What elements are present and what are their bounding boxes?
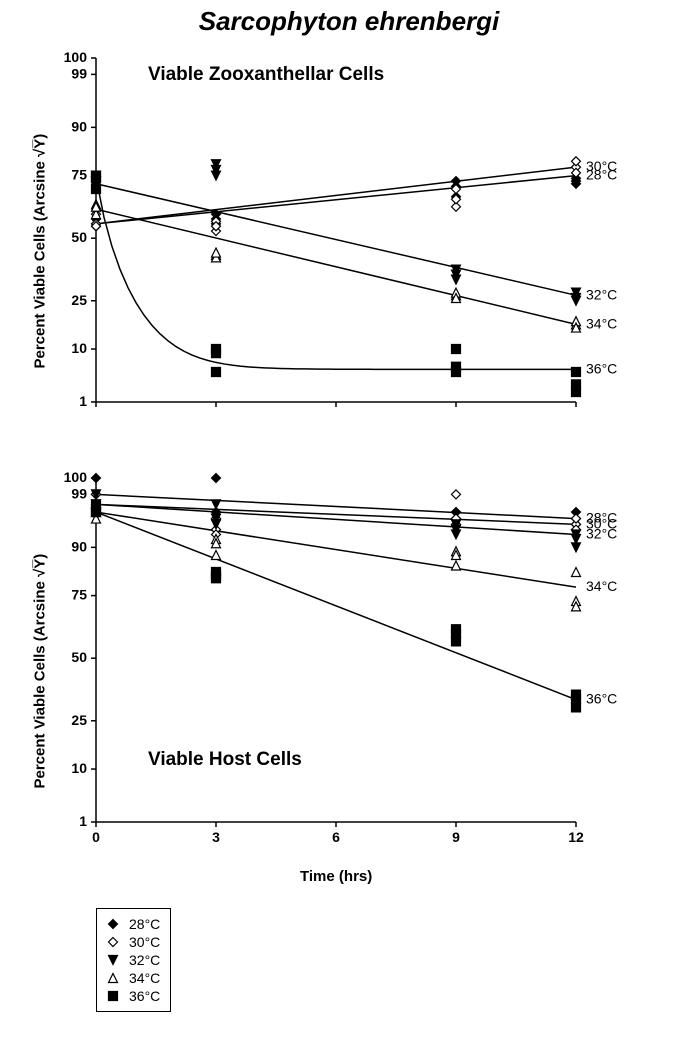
legend-item-30: 30°C <box>105 933 160 951</box>
svg-text:50: 50 <box>71 229 87 245</box>
legend-label: 36°C <box>129 988 160 1004</box>
svg-text:99: 99 <box>71 65 87 81</box>
series-label-36: 36°C <box>586 691 617 707</box>
series-label-36: 36°C <box>586 360 617 376</box>
svg-text:3: 3 <box>212 829 220 845</box>
svg-text:75: 75 <box>71 167 87 183</box>
legend-item-36: 36°C <box>105 987 160 1005</box>
legend-marker-icon <box>105 916 121 932</box>
svg-text:90: 90 <box>71 118 87 134</box>
legend-item-32: 32°C <box>105 951 160 969</box>
svg-text:100: 100 <box>64 469 88 485</box>
svg-text:75: 75 <box>71 587 87 603</box>
legend-label: 28°C <box>129 916 160 932</box>
chart-subtitle: Viable Zooxanthellar Cells <box>148 64 384 85</box>
svg-text:6: 6 <box>332 829 340 845</box>
legend-item-34: 34°C <box>105 969 160 987</box>
y-axis-label-top: Percent Viable Cells (Arcsine √Y̅) <box>32 89 49 369</box>
svg-text:25: 25 <box>71 292 87 308</box>
legend-marker-icon <box>105 952 121 968</box>
legend-label: 30°C <box>129 934 160 950</box>
svg-text:10: 10 <box>71 340 87 356</box>
chart-zooxanthellar: 110255075909910028°C30°C32°C34°C36°CViab… <box>88 50 588 410</box>
legend-marker-icon <box>105 934 121 950</box>
svg-text:90: 90 <box>71 538 87 554</box>
svg-text:1: 1 <box>79 813 87 829</box>
species-title: Sarcophyton ehrenbergi <box>0 6 698 37</box>
svg-text:100: 100 <box>64 49 88 65</box>
series-label-32: 32°C <box>586 525 617 541</box>
chart-host: 110255075909910003691228°C30°C32°C34°C36… <box>88 470 588 830</box>
svg-text:0: 0 <box>92 829 100 845</box>
legend-label: 32°C <box>129 952 160 968</box>
series-label-32: 32°C <box>586 286 617 302</box>
svg-text:12: 12 <box>568 829 584 845</box>
series-label-34: 34°C <box>586 578 617 594</box>
legend-marker-icon <box>105 970 121 986</box>
legend-marker-icon <box>105 988 121 1004</box>
series-label-30: 30°C <box>586 158 617 174</box>
svg-text:10: 10 <box>71 760 87 776</box>
svg-text:99: 99 <box>71 485 87 501</box>
y-axis-label-bottom: Percent Viable Cells (Arcsine √Y̅) <box>32 509 49 789</box>
x-axis-label: Time (hrs) <box>300 868 372 885</box>
series-label-34: 34°C <box>586 315 617 331</box>
svg-text:50: 50 <box>71 649 87 665</box>
svg-text:1: 1 <box>79 393 87 409</box>
svg-text:9: 9 <box>452 829 460 845</box>
chart-subtitle: Viable Host Cells <box>148 749 302 770</box>
svg-text:25: 25 <box>71 712 87 728</box>
legend: 28°C 30°C 32°C 34°C 36°C <box>96 908 171 1012</box>
legend-item-28: 28°C <box>105 915 160 933</box>
figure-page: Sarcophyton ehrenbergi Percent Viable Ce… <box>0 0 698 1056</box>
legend-label: 34°C <box>129 970 160 986</box>
